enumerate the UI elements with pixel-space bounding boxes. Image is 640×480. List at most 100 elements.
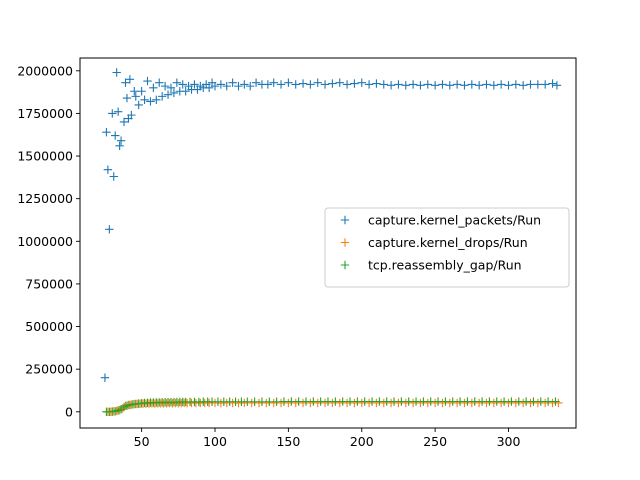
plot-area	[79, 57, 577, 429]
y-tick-label: 0	[65, 404, 73, 419]
series-2	[102, 397, 560, 417]
data-point	[386, 81, 396, 90]
data-point	[108, 109, 117, 118]
data-point	[379, 80, 388, 89]
data-point	[445, 81, 454, 90]
data-point	[353, 397, 362, 406]
data-point	[169, 88, 179, 98]
data-point	[246, 81, 255, 91]
data-point	[551, 397, 560, 406]
data-point	[328, 79, 337, 88]
data-point	[287, 397, 296, 406]
data-point	[149, 83, 158, 93]
data-point	[485, 397, 494, 406]
x-tick-label: 250	[423, 434, 447, 449]
data-point	[345, 397, 355, 406]
data-point	[323, 397, 333, 406]
data-point	[474, 81, 484, 90]
data-point	[216, 80, 226, 89]
data-point	[111, 131, 120, 140]
legend-marker	[340, 260, 350, 270]
data-point	[178, 80, 187, 89]
data-point	[294, 397, 303, 406]
data-point	[113, 107, 123, 116]
data-point	[251, 78, 261, 87]
data-point	[309, 397, 318, 406]
data-point	[155, 78, 164, 87]
data-point	[134, 100, 143, 110]
data-point	[411, 397, 421, 406]
data-point	[105, 225, 114, 234]
data-point	[131, 92, 140, 101]
data-point	[416, 81, 425, 90]
legend: capture.kernel_packets/Run capture.kernel…	[324, 207, 570, 288]
legend-box	[324, 207, 570, 288]
data-point	[119, 117, 129, 127]
data-point	[127, 110, 136, 120]
data-point	[452, 80, 462, 89]
data-point	[470, 397, 479, 406]
x-tick-label: 200	[350, 434, 374, 449]
data-point	[540, 80, 550, 89]
data-point	[109, 172, 118, 181]
x-axis: 50 100 150 200 250 300	[134, 428, 520, 449]
data-point	[375, 397, 384, 406]
data-point	[342, 80, 352, 89]
x-tick-label: 100	[203, 434, 227, 449]
data-point	[430, 81, 440, 90]
data-point	[426, 397, 435, 406]
data-point	[306, 80, 315, 89]
data-point	[511, 80, 521, 89]
data-point	[543, 397, 553, 406]
data-point	[397, 397, 406, 406]
data-point	[130, 87, 139, 96]
data-point	[404, 397, 413, 406]
legend-marker	[340, 238, 350, 247]
data-point	[316, 397, 325, 406]
data-point	[125, 75, 135, 84]
data-point	[121, 78, 130, 87]
data-point	[496, 80, 506, 89]
data-point	[455, 397, 465, 406]
data-point	[298, 79, 308, 88]
data-point	[160, 81, 170, 91]
y-tick-label: 1750000	[17, 106, 73, 121]
data-point	[320, 80, 330, 89]
data-point	[526, 80, 535, 89]
data-point	[401, 81, 410, 90]
data-point	[331, 397, 340, 406]
axes-frame	[79, 57, 577, 429]
data-point	[357, 78, 366, 87]
data-point	[419, 397, 428, 406]
data-point	[518, 81, 528, 90]
data-point	[423, 80, 432, 89]
data-point	[521, 397, 531, 406]
data-point	[122, 93, 132, 103]
data-point	[210, 81, 220, 91]
y-tick-label: 1500000	[17, 149, 73, 164]
data-point	[552, 81, 562, 90]
data-point	[163, 90, 173, 99]
data-point	[367, 397, 377, 406]
y-tick-label: 250000	[25, 362, 73, 377]
legend-label: capture.kernel_packets/Run	[368, 213, 541, 228]
data-point	[116, 136, 126, 145]
data-point	[499, 397, 509, 406]
data-point	[514, 397, 523, 406]
data-point	[284, 78, 293, 87]
data-point	[204, 83, 214, 93]
data-point	[234, 81, 243, 91]
data-point	[137, 87, 146, 96]
data-point	[460, 81, 469, 90]
data-point	[489, 81, 499, 90]
x-tick-label: 50	[134, 434, 150, 449]
y-axis: 0 250000 500000 750000 1000000 1250000 1500000…	[17, 63, 80, 419]
data-point	[157, 92, 167, 101]
data-point	[492, 397, 501, 406]
data-point	[265, 397, 274, 406]
y-tick-label: 2000000	[17, 63, 73, 78]
data-point	[360, 397, 369, 406]
data-point	[112, 68, 121, 77]
data-point	[240, 80, 249, 89]
data-point	[250, 397, 259, 406]
